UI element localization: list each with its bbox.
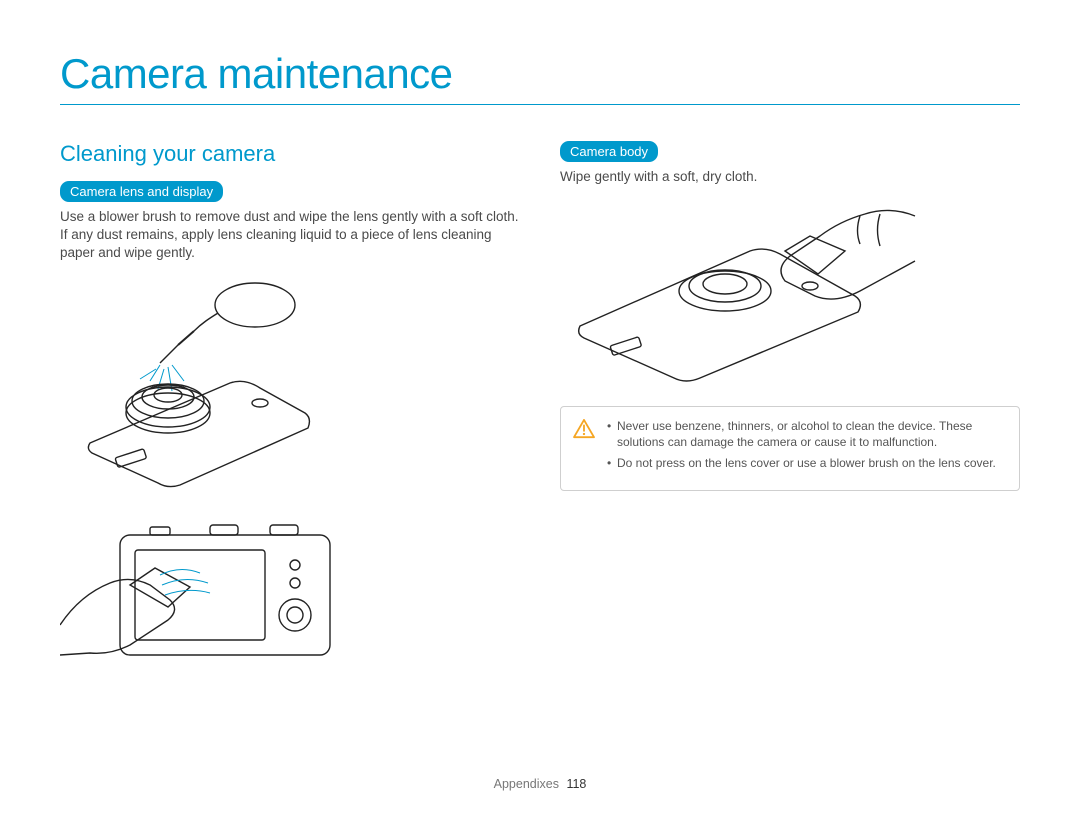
page-number: 118 [566, 777, 586, 791]
caution-box: Never use benzene, thinners, or alcohol … [560, 406, 1020, 491]
pill-lens-display: Camera lens and display [60, 181, 223, 202]
pill-camera-body: Camera body [560, 141, 658, 162]
section-title: Cleaning your camera [60, 141, 520, 167]
illustration-blower-brush [60, 273, 360, 493]
right-column: Camera body Wipe gently with a soft, dry… [560, 141, 1020, 687]
caution-item: Never use benzene, thinners, or alcohol … [607, 419, 1005, 450]
camera-body-text: Wipe gently with a soft, dry cloth. [560, 168, 1020, 186]
left-column: Cleaning your camera Camera lens and dis… [60, 141, 520, 687]
footer-section-label: Appendixes [494, 777, 559, 791]
warning-icon [573, 419, 595, 439]
page-footer: Appendixes 118 [0, 777, 1080, 791]
caution-item: Do not press on the lens cover or use a … [607, 456, 1005, 472]
lens-display-text: Use a blower brush to remove dust and wi… [60, 208, 520, 263]
illustration-wipe-body [560, 196, 920, 386]
content-columns: Cleaning your camera Camera lens and dis… [60, 141, 1020, 687]
page-title: Camera maintenance [60, 50, 1020, 105]
illustration-wipe-display [60, 505, 360, 675]
